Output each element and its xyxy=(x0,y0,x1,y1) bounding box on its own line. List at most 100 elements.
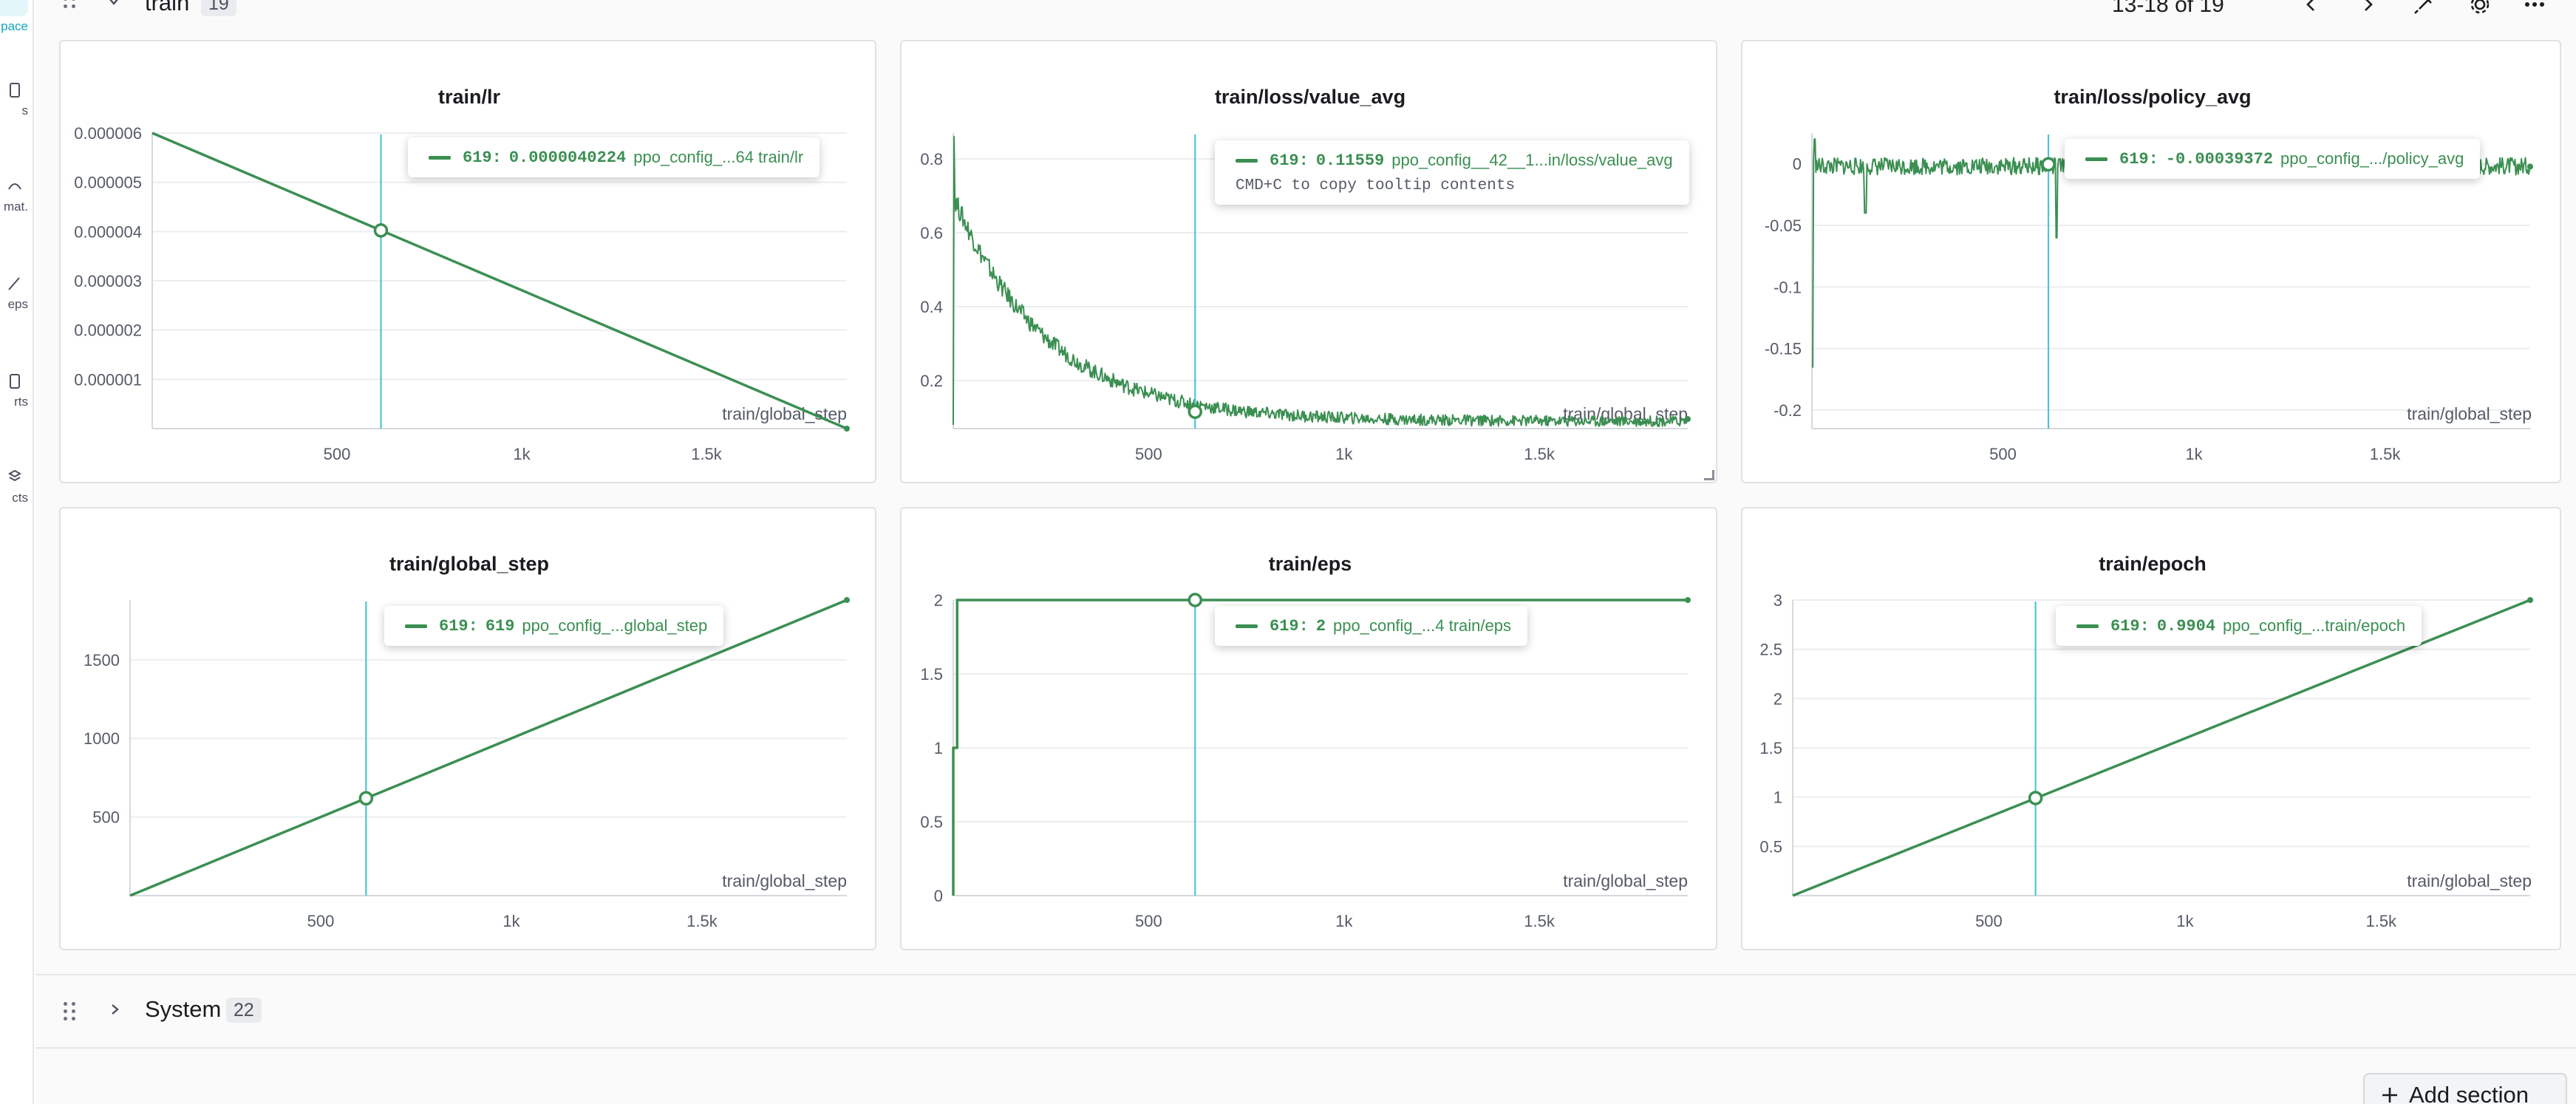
nav-item-artifacts[interactable]: cts xyxy=(0,468,34,505)
chart-panel-train-global-step[interactable]: train/global_step 1500 1000 500 500 1k 1.5k tra… xyxy=(59,507,876,950)
y-tick-label: 0.000006 xyxy=(74,124,142,143)
nav-item-label: pace xyxy=(1,19,28,33)
tooltip-value: 0.11559 xyxy=(1315,151,1385,170)
y-tick-label: 0.2 xyxy=(920,372,943,390)
drag-handle-icon[interactable] xyxy=(62,0,78,12)
chart-svg: train/loss/value_avg 0.8 0.6 0.4 0.2 500 1k 1.5… xyxy=(920,86,1691,463)
hover-point-marker xyxy=(2028,791,2043,805)
x-axis-label: train/global_step xyxy=(2407,404,2532,423)
section-divider xyxy=(35,974,2576,975)
hover-point-marker xyxy=(1188,404,1203,419)
chart-panel-train-eps[interactable]: train/eps 2 1.5 1 0.5 0 500 1k 1.5k train/global_… xyxy=(900,507,1717,950)
y-tick-label: -0.15 xyxy=(1765,340,1802,358)
add-section-button[interactable]: Add section xyxy=(2363,1073,2567,1104)
series-swatch xyxy=(1236,624,1258,628)
x-tick-label: 1.5k xyxy=(691,445,723,463)
x-tick-label: 1.5k xyxy=(2370,445,2402,463)
y-tick-label: 1500 xyxy=(84,651,120,669)
series-line xyxy=(1792,599,2531,897)
y-tick-label: 0.000002 xyxy=(74,321,142,340)
chevron-right-icon[interactable] xyxy=(2354,0,2381,18)
panel-pager-label: 13-18 of 19 xyxy=(2112,0,2224,17)
series-end-point xyxy=(844,426,850,432)
x-tick-label: 500 xyxy=(324,445,351,463)
tooltip-step: 619: xyxy=(2119,149,2158,168)
y-tick-label: 0 xyxy=(934,887,943,905)
chart-panel-train-loss-policy-avg[interactable]: train/loss/policy_avg 0 -0.05 -0.1 -0.15 -0.2… xyxy=(1741,40,2561,483)
nav-item-reports[interactable]: rts xyxy=(0,372,34,409)
series-line xyxy=(952,599,1688,896)
more-icon[interactable] xyxy=(2521,0,2548,18)
reports-icon xyxy=(0,372,28,395)
nav-item-label: rts xyxy=(14,395,28,409)
x-tick-label: 1k xyxy=(2176,912,2194,930)
workspace-main: train 19 13-18 of 19 train/lr 0.000006 0.0… xyxy=(35,0,2576,1104)
tooltip-row: 619: -0.00039372 ppo_config_.../policy_avg xyxy=(2085,149,2464,168)
nav-item-label: eps xyxy=(7,297,28,311)
sweeps-icon xyxy=(0,275,28,297)
section-title[interactable]: System xyxy=(145,996,222,1022)
chart-tooltip: 619: -0.00039372 ppo_config_.../policy_avg xyxy=(2065,139,2481,179)
section-count-badge: 22 xyxy=(226,998,262,1023)
nav-item-sweeps[interactable]: eps xyxy=(0,275,34,312)
series-swatch xyxy=(2076,624,2099,628)
y-tick-label: 0.000004 xyxy=(74,222,142,241)
x-tick-label: 1k xyxy=(1335,912,1353,930)
y-tick-label: 2 xyxy=(1773,689,1782,708)
tooltip-step: 619: xyxy=(439,616,478,636)
tooltip-value: -0.00039372 xyxy=(2165,149,2274,168)
tooltip-row: 619: 0.9904 ppo_config_...train/epoch xyxy=(2076,616,2405,636)
chart-svg: train/global_step 1500 1000 500 500 1k 1.5k tra… xyxy=(84,553,850,930)
series-end-point xyxy=(1685,597,1691,603)
y-tick-label: 3 xyxy=(1773,591,1782,610)
chart-tooltip: 619: 0.9904 ppo_config_...train/epoch xyxy=(2056,606,2422,646)
nav-item-workspace[interactable]: pace xyxy=(0,19,34,34)
section-count-badge: 19 xyxy=(201,0,236,16)
y-tick-label: 0 xyxy=(1793,155,1802,174)
series-swatch xyxy=(1236,158,1258,163)
y-tick-label: 0.000003 xyxy=(74,272,142,290)
nav-item-label: cts xyxy=(12,491,28,505)
x-tick-label: 1k xyxy=(513,445,531,463)
left-nav: pace s mat. eps rts cts xyxy=(0,0,34,1104)
tooltip-row: 619: 619 ppo_config_...global_step xyxy=(405,616,707,636)
chevron-down-icon[interactable] xyxy=(106,0,121,9)
x-axis-label: train/global_step xyxy=(1563,871,1688,890)
y-tick-label: 1.5 xyxy=(1759,739,1782,757)
x-tick-label: 500 xyxy=(1989,445,2017,463)
chart-svg: train/loss/policy_avg 0 -0.05 -0.1 -0.15 -0.2… xyxy=(1765,86,2533,463)
drag-handle-icon[interactable] xyxy=(62,1001,78,1020)
tooltip-step: 619: xyxy=(2110,616,2150,636)
tooltip-value: 2 xyxy=(1315,616,1326,636)
chevron-left-icon[interactable] xyxy=(2298,0,2325,18)
chart-panel-train-epoch[interactable]: train/epoch 3 2.5 2 1.5 1 0.5 500 1k 1.5k train/gl… xyxy=(1741,507,2561,950)
section-title[interactable]: train xyxy=(145,0,190,16)
artifacts-icon xyxy=(0,468,28,491)
x-axis-label: train/global_step xyxy=(722,871,847,890)
nav-item-automations[interactable]: mat. xyxy=(0,177,34,214)
tooltip-series-name: ppo_config_...64 train/lr xyxy=(633,148,804,166)
series-line xyxy=(953,136,1689,427)
y-tick-label: -0.2 xyxy=(1773,401,1802,420)
tooltip-row: 619: 0.11559 ppo_config__42__1...in/loss/v… xyxy=(1236,151,1673,170)
y-tick-label: 0.000001 xyxy=(74,370,142,389)
pin-icon[interactable] xyxy=(2410,0,2437,18)
hover-point-marker xyxy=(2041,157,2056,172)
x-tick-label: 1.5k xyxy=(686,912,718,930)
chart-tooltip: 619: 2 ppo_config_...4 train/eps xyxy=(1215,606,1527,646)
x-tick-label: 500 xyxy=(307,912,335,930)
chart-panel-train-lr[interactable]: train/lr 0.000006 0.000005 0.000004 0.000003… xyxy=(59,40,876,483)
nav-item-runs[interactable]: s xyxy=(0,81,34,118)
x-tick-label: 1.5k xyxy=(1524,912,1556,930)
chevron-right-icon[interactable] xyxy=(108,1002,123,1017)
gear-icon[interactable] xyxy=(2467,0,2493,18)
y-tick-label: 1 xyxy=(1773,788,1782,807)
chart-title: train/epoch xyxy=(2099,553,2207,575)
x-tick-label: 1k xyxy=(2185,445,2203,463)
chart-svg: train/lr 0.000006 0.000005 0.000004 0.000003… xyxy=(74,86,850,463)
panel-resize-handle[interactable] xyxy=(1704,470,1714,480)
hover-point-marker xyxy=(1188,593,1203,607)
tooltip-hint: CMD+C to copy tooltip contents xyxy=(1236,177,1516,194)
chart-panel-train-loss-value-avg[interactable]: train/loss/value_avg 0.8 0.6 0.4 0.2 500 1k 1.5… xyxy=(900,40,1717,483)
series-swatch xyxy=(429,155,451,160)
